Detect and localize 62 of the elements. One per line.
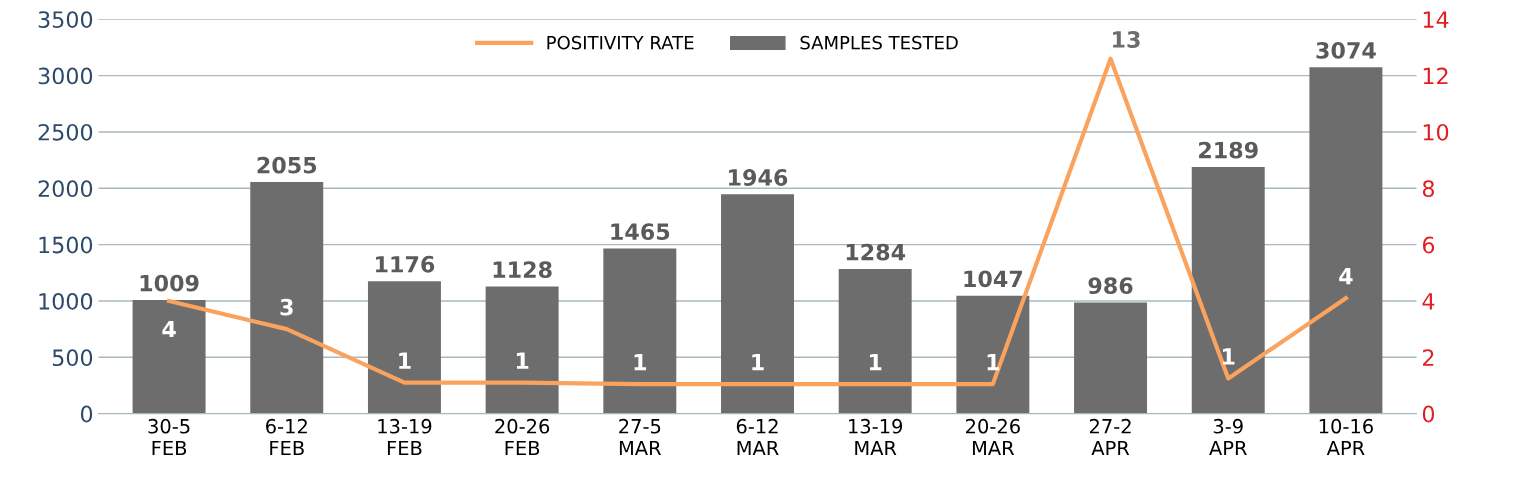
data-label: 1009: [140, 274, 199, 292]
data-label: 4: [162, 320, 176, 338]
x-tick-label: 30-5 FEB: [148, 418, 190, 456]
data-label: 1946: [729, 169, 788, 186]
y-tick-label: 3000: [38, 67, 93, 85]
bar: [367, 281, 441, 414]
x-tick-label: 6-12 FEB: [266, 418, 307, 456]
data-label: 1: [516, 352, 529, 369]
x-tick-label: 3-9 APR: [1209, 418, 1247, 456]
legend-label: POSITIVITY RATE: [547, 35, 694, 50]
y2-tick-label: 14: [1423, 11, 1449, 28]
y2-tick-label: 8: [1422, 180, 1434, 198]
data-label: 1284: [846, 243, 906, 261]
bar: [132, 299, 206, 414]
legend-label: SAMPLES TESTED: [800, 35, 958, 50]
x-tick-label: 6-12 MAR: [736, 418, 779, 456]
y2-tick-label: 10: [1423, 123, 1449, 141]
data-label: 2189: [1199, 141, 1258, 159]
y-tick-label: 1500: [39, 236, 93, 254]
x-tick-label: 27-2 APR: [1089, 418, 1131, 456]
y-tick-label: 1000: [39, 292, 93, 310]
x-tick-label: 20-26 MAR: [966, 418, 1020, 456]
data-label: 986: [1088, 277, 1133, 295]
data-label: 1: [869, 353, 882, 371]
y2-tick-label: 6: [1422, 236, 1435, 254]
bar: [250, 182, 324, 414]
y2-tick-label: 2: [1423, 349, 1434, 366]
y2-tick-label: 0: [1422, 405, 1435, 423]
x-tick-label: 13-19 FEB: [378, 418, 432, 456]
bar: [485, 286, 559, 414]
x-tick-label: 27-5 MAR: [619, 418, 662, 456]
x-tick-label: 13-19 MAR: [849, 418, 903, 456]
data-label: 1: [987, 353, 1000, 371]
bar: [1074, 302, 1148, 414]
y2-tick-label: 4: [1422, 293, 1435, 310]
data-label: 1: [752, 353, 764, 371]
bar: [956, 295, 1030, 414]
data-label: 2055: [257, 156, 317, 174]
data-label: 1047: [964, 270, 1023, 288]
data-label: 1465: [611, 223, 670, 241]
y-tick-label: 0: [80, 405, 93, 423]
y-tick-label: 2000: [38, 180, 93, 198]
data-label: 1: [399, 352, 411, 369]
bar: [1191, 166, 1265, 414]
bar: [838, 268, 912, 414]
bar: [1309, 67, 1383, 414]
x-tick-label: 10-16 APR: [1319, 418, 1373, 456]
data-label: 1: [634, 353, 647, 371]
y2-tick-label: 12: [1423, 67, 1448, 85]
x-tick-label: 20-26 FEB: [495, 418, 550, 456]
data-label: 3: [280, 298, 293, 316]
data-label: 3074: [1316, 41, 1376, 59]
data-label: 1176: [376, 255, 435, 273]
data-label: 13: [1113, 31, 1140, 48]
bar: [603, 248, 677, 414]
data-label: 1128: [493, 261, 552, 279]
y-tick-label: 2500: [38, 123, 93, 141]
data-label: 1: [1223, 348, 1235, 365]
bar: [721, 194, 794, 414]
y-tick-label: 3500: [38, 11, 93, 28]
y-tick-label: 500: [52, 349, 93, 367]
data-label: 4: [1339, 268, 1353, 285]
